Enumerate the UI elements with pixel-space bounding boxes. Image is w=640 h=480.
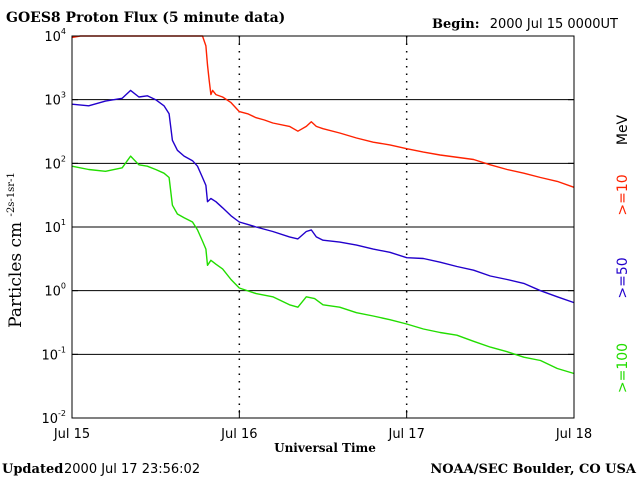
y-tick-base: 10 — [44, 221, 61, 236]
legend-label: >=100 — [615, 343, 631, 393]
x-tick-label: Jul 15 — [53, 427, 90, 442]
begin-label-text: Begin: — [432, 17, 480, 32]
x-tick-labels: Jul 15 Jul 16 Jul 17 Jul 18 — [53, 36, 592, 442]
x-axis-label: Universal Time — [274, 441, 376, 455]
y-tick-label: 100 — [44, 282, 66, 300]
series-layer — [71, 35, 575, 375]
y-tick-base: 10 — [44, 30, 61, 45]
y-tick-base: 10 — [41, 412, 58, 427]
updated-value: 2000 Jul 17 23:56:02 — [64, 462, 200, 477]
y-tick-exponent: 3 — [61, 91, 66, 100]
y-tick-base: 10 — [44, 285, 61, 300]
y-tick-label: 10-2 — [41, 409, 66, 427]
begin-label: Begin: 2000 Jul 15 0000UT — [432, 17, 618, 32]
y-tick-label: 101 — [44, 218, 66, 236]
y-tick-label: 103 — [44, 91, 66, 109]
y-tick-label: 102 — [44, 154, 66, 172]
x-tick-label: Jul 16 — [220, 427, 257, 442]
y-axis-label-units: -2s-1sr-1 — [6, 172, 17, 216]
series-line — [71, 35, 575, 188]
series-line — [71, 155, 575, 375]
y-tick-label: 10-1 — [41, 345, 66, 363]
legend-label: >=50 — [615, 257, 631, 298]
begin-value: 2000 Jul 15 0000UT — [490, 17, 618, 32]
series-line — [71, 89, 575, 304]
credit-text: NOAA/SEC Boulder, CO USA — [430, 462, 637, 477]
y-tick-base: 10 — [41, 348, 58, 363]
legend: >=10 >=50 >=100 MeV — [615, 114, 631, 393]
x-tick-label: Jul 18 — [555, 427, 592, 442]
x-tick-label: Jul 17 — [387, 427, 424, 442]
y-tick-base: 10 — [44, 157, 61, 172]
y-tick-exponent: 4 — [61, 27, 66, 36]
y-axis-label: Particles cm -2s-1sr-1 — [6, 172, 26, 328]
y-axis-label-text: Particles cm — [6, 222, 26, 328]
y-tick-exponent: -2 — [58, 409, 66, 418]
chart-title: GOES8 Proton Flux (5 minute data) — [6, 10, 285, 26]
y-tick-exponent: 0 — [61, 282, 66, 291]
updated-label: Updated — [2, 462, 63, 477]
y-tick-base: 10 — [44, 94, 61, 109]
y-tick-label: 104 — [44, 27, 66, 45]
legend-label: >=10 — [615, 174, 631, 215]
y-tick-exponent: 2 — [61, 154, 66, 163]
y-tick-exponent: 1 — [61, 218, 66, 227]
legend-unit: MeV — [615, 114, 631, 145]
y-tick-exponent: -1 — [58, 345, 66, 354]
gridlines — [72, 36, 574, 418]
